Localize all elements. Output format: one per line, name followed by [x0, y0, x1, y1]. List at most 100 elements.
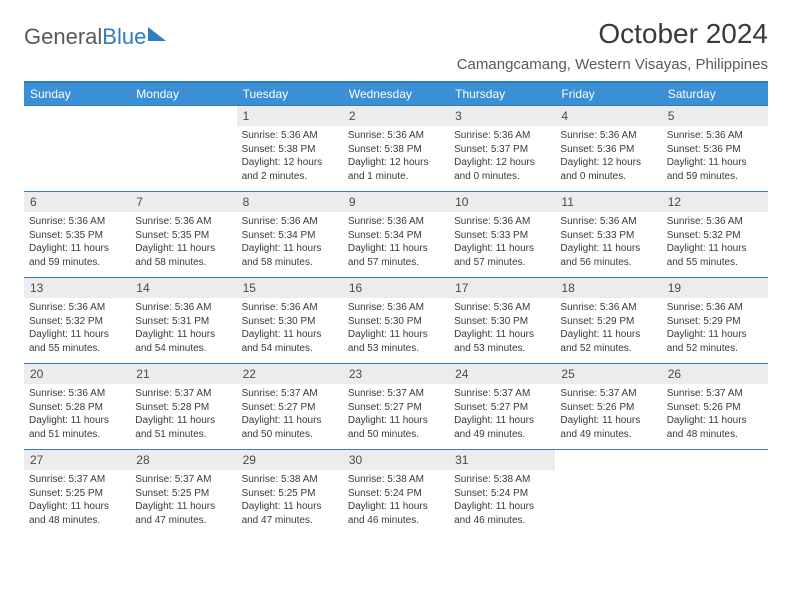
sunset-text: Sunset: 5:26 PM [560, 401, 656, 415]
daylight-text: Daylight: 11 hours and 55 minutes. [29, 328, 125, 355]
calendar-cell: 8Sunrise: 5:36 AMSunset: 5:34 PMDaylight… [237, 192, 343, 278]
sunrise-text: Sunrise: 5:36 AM [29, 387, 125, 401]
day-number: 17 [449, 278, 555, 298]
sunrise-text: Sunrise: 5:36 AM [348, 129, 444, 143]
day-number: 22 [237, 364, 343, 384]
day-number: 3 [449, 106, 555, 126]
sunrise-text: Sunrise: 5:36 AM [242, 215, 338, 229]
daylight-text: Daylight: 11 hours and 52 minutes. [560, 328, 656, 355]
day-details: Sunrise: 5:37 AMSunset: 5:27 PMDaylight:… [449, 384, 555, 444]
day-details: Sunrise: 5:36 AMSunset: 5:31 PMDaylight:… [130, 298, 236, 358]
sunset-text: Sunset: 5:29 PM [667, 315, 763, 329]
sunrise-text: Sunrise: 5:36 AM [135, 215, 231, 229]
day-details: Sunrise: 5:37 AMSunset: 5:26 PMDaylight:… [662, 384, 768, 444]
sunrise-text: Sunrise: 5:36 AM [667, 129, 763, 143]
daylight-text: Daylight: 11 hours and 47 minutes. [135, 500, 231, 527]
day-number: 18 [555, 278, 661, 298]
dayhdr-mon: Monday [130, 82, 236, 106]
calendar-cell: 15Sunrise: 5:36 AMSunset: 5:30 PMDayligh… [237, 278, 343, 364]
day-details: Sunrise: 5:36 AMSunset: 5:28 PMDaylight:… [24, 384, 130, 444]
day-details: Sunrise: 5:37 AMSunset: 5:27 PMDaylight:… [343, 384, 449, 444]
day-number: 28 [130, 450, 236, 470]
calendar-cell: 21Sunrise: 5:37 AMSunset: 5:28 PMDayligh… [130, 364, 236, 450]
sunset-text: Sunset: 5:30 PM [242, 315, 338, 329]
daylight-text: Daylight: 11 hours and 48 minutes. [667, 414, 763, 441]
daylight-text: Daylight: 11 hours and 49 minutes. [454, 414, 550, 441]
sunrise-text: Sunrise: 5:37 AM [29, 473, 125, 487]
sunrise-text: Sunrise: 5:37 AM [135, 473, 231, 487]
day-number: 14 [130, 278, 236, 298]
dayhdr-fri: Friday [555, 82, 661, 106]
sunrise-text: Sunrise: 5:38 AM [242, 473, 338, 487]
daylight-text: Daylight: 11 hours and 59 minutes. [29, 242, 125, 269]
sunset-text: Sunset: 5:28 PM [29, 401, 125, 415]
calendar-cell: 16Sunrise: 5:36 AMSunset: 5:30 PMDayligh… [343, 278, 449, 364]
sunset-text: Sunset: 5:27 PM [348, 401, 444, 415]
calendar-cell: 11Sunrise: 5:36 AMSunset: 5:33 PMDayligh… [555, 192, 661, 278]
sunrise-text: Sunrise: 5:36 AM [454, 301, 550, 315]
day-details: Sunrise: 5:36 AMSunset: 5:33 PMDaylight:… [449, 212, 555, 272]
day-number: 24 [449, 364, 555, 384]
day-details: Sunrise: 5:36 AMSunset: 5:38 PMDaylight:… [237, 126, 343, 186]
sunset-text: Sunset: 5:24 PM [348, 487, 444, 501]
sunrise-text: Sunrise: 5:37 AM [667, 387, 763, 401]
day-number: 4 [555, 106, 661, 126]
daylight-text: Daylight: 11 hours and 58 minutes. [242, 242, 338, 269]
daylight-text: Daylight: 11 hours and 53 minutes. [454, 328, 550, 355]
sunrise-text: Sunrise: 5:36 AM [135, 301, 231, 315]
day-number: 13 [24, 278, 130, 298]
day-details: Sunrise: 5:38 AMSunset: 5:24 PMDaylight:… [449, 470, 555, 530]
header: GeneralBlue October 2024 Camangcamang, W… [24, 18, 768, 73]
location-text: Camangcamang, Western Visayas, Philippin… [457, 56, 768, 73]
calendar-cell: 1Sunrise: 5:36 AMSunset: 5:38 PMDaylight… [237, 106, 343, 192]
sunset-text: Sunset: 5:35 PM [135, 229, 231, 243]
calendar-cell: 25Sunrise: 5:37 AMSunset: 5:26 PMDayligh… [555, 364, 661, 450]
sunrise-text: Sunrise: 5:36 AM [348, 301, 444, 315]
day-details: Sunrise: 5:37 AMSunset: 5:25 PMDaylight:… [130, 470, 236, 530]
sunset-text: Sunset: 5:33 PM [454, 229, 550, 243]
day-details: Sunrise: 5:36 AMSunset: 5:35 PMDaylight:… [24, 212, 130, 272]
sunrise-text: Sunrise: 5:37 AM [454, 387, 550, 401]
daylight-text: Daylight: 12 hours and 1 minute. [348, 156, 444, 183]
daylight-text: Daylight: 11 hours and 52 minutes. [667, 328, 763, 355]
sunrise-text: Sunrise: 5:36 AM [560, 301, 656, 315]
sunrise-text: Sunrise: 5:36 AM [560, 129, 656, 143]
day-details: Sunrise: 5:38 AMSunset: 5:25 PMDaylight:… [237, 470, 343, 530]
sunset-text: Sunset: 5:27 PM [242, 401, 338, 415]
sunset-text: Sunset: 5:25 PM [242, 487, 338, 501]
daylight-text: Daylight: 12 hours and 0 minutes. [560, 156, 656, 183]
calendar-row: 13Sunrise: 5:36 AMSunset: 5:32 PMDayligh… [24, 278, 768, 364]
daylight-text: Daylight: 11 hours and 54 minutes. [135, 328, 231, 355]
calendar-cell: 28Sunrise: 5:37 AMSunset: 5:25 PMDayligh… [130, 450, 236, 536]
daylight-text: Daylight: 11 hours and 47 minutes. [242, 500, 338, 527]
dayhdr-tue: Tuesday [237, 82, 343, 106]
calendar-row: 20Sunrise: 5:36 AMSunset: 5:28 PMDayligh… [24, 364, 768, 450]
day-details: Sunrise: 5:36 AMSunset: 5:29 PMDaylight:… [662, 298, 768, 358]
dayhdr-wed: Wednesday [343, 82, 449, 106]
daylight-text: Daylight: 11 hours and 57 minutes. [454, 242, 550, 269]
calendar-head: Sunday Monday Tuesday Wednesday Thursday… [24, 82, 768, 106]
day-details: Sunrise: 5:36 AMSunset: 5:29 PMDaylight:… [555, 298, 661, 358]
sunset-text: Sunset: 5:30 PM [348, 315, 444, 329]
logo-text-general: General [24, 24, 102, 50]
sunrise-text: Sunrise: 5:36 AM [454, 215, 550, 229]
daylight-text: Daylight: 11 hours and 54 minutes. [242, 328, 338, 355]
day-number: 5 [662, 106, 768, 126]
daylight-text: Daylight: 11 hours and 49 minutes. [560, 414, 656, 441]
calendar-cell: 19Sunrise: 5:36 AMSunset: 5:29 PMDayligh… [662, 278, 768, 364]
day-number: 7 [130, 192, 236, 212]
daylight-text: Daylight: 12 hours and 2 minutes. [242, 156, 338, 183]
calendar-row: 27Sunrise: 5:37 AMSunset: 5:25 PMDayligh… [24, 450, 768, 536]
sunrise-text: Sunrise: 5:36 AM [667, 215, 763, 229]
day-number: 10 [449, 192, 555, 212]
dayhdr-thu: Thursday [449, 82, 555, 106]
calendar-table: Sunday Monday Tuesday Wednesday Thursday… [24, 81, 768, 536]
calendar-cell [662, 450, 768, 536]
day-details: Sunrise: 5:37 AMSunset: 5:28 PMDaylight:… [130, 384, 236, 444]
sunrise-text: Sunrise: 5:37 AM [242, 387, 338, 401]
day-number: 6 [24, 192, 130, 212]
sunrise-text: Sunrise: 5:36 AM [242, 301, 338, 315]
daylight-text: Daylight: 11 hours and 53 minutes. [348, 328, 444, 355]
calendar-cell: 5Sunrise: 5:36 AMSunset: 5:36 PMDaylight… [662, 106, 768, 192]
day-details: Sunrise: 5:36 AMSunset: 5:30 PMDaylight:… [449, 298, 555, 358]
